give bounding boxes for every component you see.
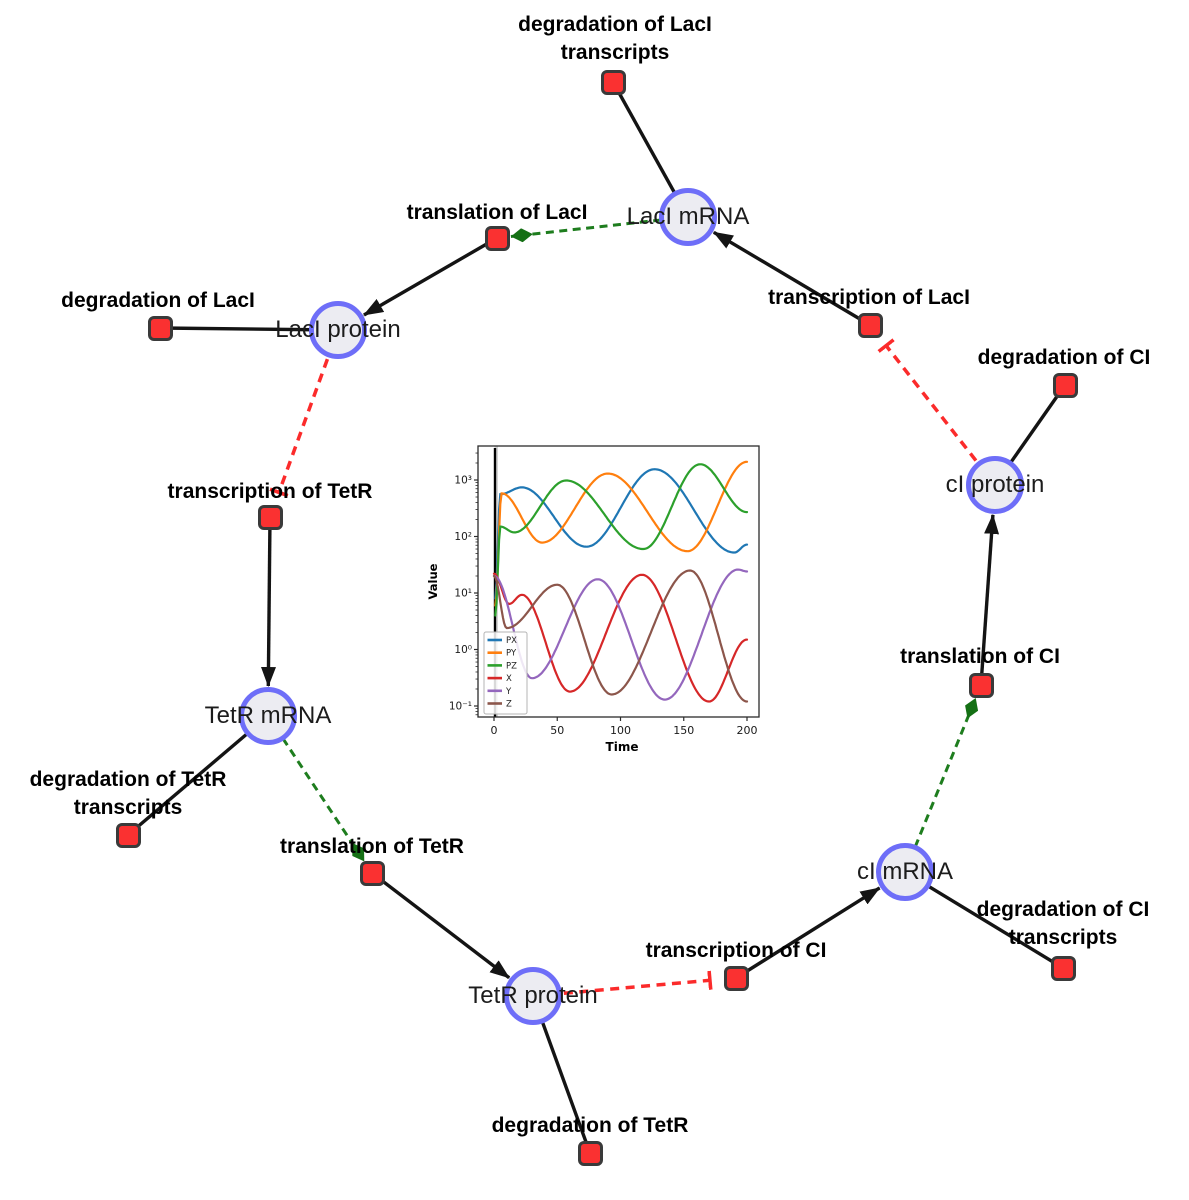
x-tick-label: 50 xyxy=(550,724,564,737)
chart-line-PY xyxy=(494,460,749,607)
chart-svg: 0 50 100 150 20010⁻¹10⁰10¹10²10³TimeValuePXP… xyxy=(426,445,760,754)
edge-production-transcription-laci--laci-mrna xyxy=(712,230,871,327)
reaction-node-deg-ci-transcripts xyxy=(1050,955,1076,981)
edge-consumption-tetr-mrna--deg-tetr-transcripts xyxy=(126,714,270,837)
chart-line-PX xyxy=(494,468,749,600)
chart-line-X xyxy=(492,572,749,703)
edge-consumption-ci-mrna--deg-ci-transcripts xyxy=(904,870,1064,970)
legend-label-Y: Y xyxy=(505,687,512,697)
edge-inhibition-laci-protein--transcription-tetr xyxy=(269,329,340,498)
reaction-node-deg-tetr xyxy=(577,1140,603,1166)
reaction-node-transcription-ci xyxy=(723,965,749,991)
reaction-node-deg-ci xyxy=(1052,372,1078,398)
edge-modifier-tetr-mrna--translation-tetr xyxy=(266,715,366,863)
legend-label-PZ: PZ xyxy=(506,661,517,671)
edge-production-translation-ci--ci-protein xyxy=(979,513,1000,686)
edge-production-transcription-ci--ci-mrna xyxy=(735,886,881,980)
reaction-node-transcription-tetr xyxy=(257,504,283,530)
species-node-tetr-mrna xyxy=(239,687,297,745)
edge-inhibition-tetr-protein--transcription-ci xyxy=(532,970,713,998)
y-tick-label: 10⁻¹ xyxy=(449,701,472,713)
x-tick-label: 200 xyxy=(737,724,758,737)
species-node-ci-mrna xyxy=(876,843,934,901)
reaction-node-deg-laci xyxy=(147,315,173,341)
y-tick-label: 10⁰ xyxy=(454,644,472,656)
chart-line-PZ xyxy=(494,463,749,617)
edge-modifier-ci-mrna--translation-ci xyxy=(903,697,979,873)
reaction-node-translation-tetr xyxy=(359,860,385,886)
reaction-node-translation-laci xyxy=(484,225,510,251)
y-axis-label: Value xyxy=(426,563,440,599)
chart-legend: PX PY PZ XYZ xyxy=(483,631,528,715)
legend-label-PX: PX xyxy=(506,636,517,646)
species-node-ci-protein xyxy=(966,456,1024,514)
edge-consumption-laci-protein--deg-laci xyxy=(159,326,339,332)
x-axis-label: Time xyxy=(606,740,639,754)
edge-production-transcription-tetr--tetr-mrna xyxy=(260,516,276,688)
x-tick-label: 100 xyxy=(610,724,631,737)
chart-series-group xyxy=(492,460,749,703)
reaction-node-deg-tetr-transcripts xyxy=(115,822,141,848)
y-tick-label: 10¹ xyxy=(454,588,472,600)
species-node-tetr-protein xyxy=(504,967,562,1025)
y-tick-label: 10³ xyxy=(454,475,472,487)
legend-label-X: X xyxy=(506,674,512,684)
chart-axes-box xyxy=(477,445,760,718)
y-tick-label: 10² xyxy=(454,531,472,543)
legend-label-PY: PY xyxy=(506,649,517,659)
edge-modifier-laci-mrna--translation-laci xyxy=(510,215,689,243)
edge-inhibition-ci-protein--transcription-laci xyxy=(877,338,997,487)
x-tick-label: 0 xyxy=(491,724,498,737)
chart-line-Z xyxy=(492,569,749,703)
reaction-node-translation-ci xyxy=(968,672,994,698)
reaction-node-transcription-laci xyxy=(857,312,883,338)
species-node-laci-mrna xyxy=(659,188,717,246)
edge-production-translation-tetr--tetr-protein xyxy=(370,871,511,980)
chart-line-Y xyxy=(492,568,749,701)
x-tick-label: 150 xyxy=(673,724,694,737)
legend-label-Z: Z xyxy=(506,700,512,710)
reaction-node-deg-laci-transcripts xyxy=(600,69,626,95)
species-node-laci-protein xyxy=(309,301,367,359)
edge-production-translation-laci--laci-protein xyxy=(363,236,498,317)
timecourse-inset-chart: 0 50 100 150 200 10⁻¹ 10⁰ 10¹ 10² 10³ Time Value PX P… xyxy=(425,437,770,767)
